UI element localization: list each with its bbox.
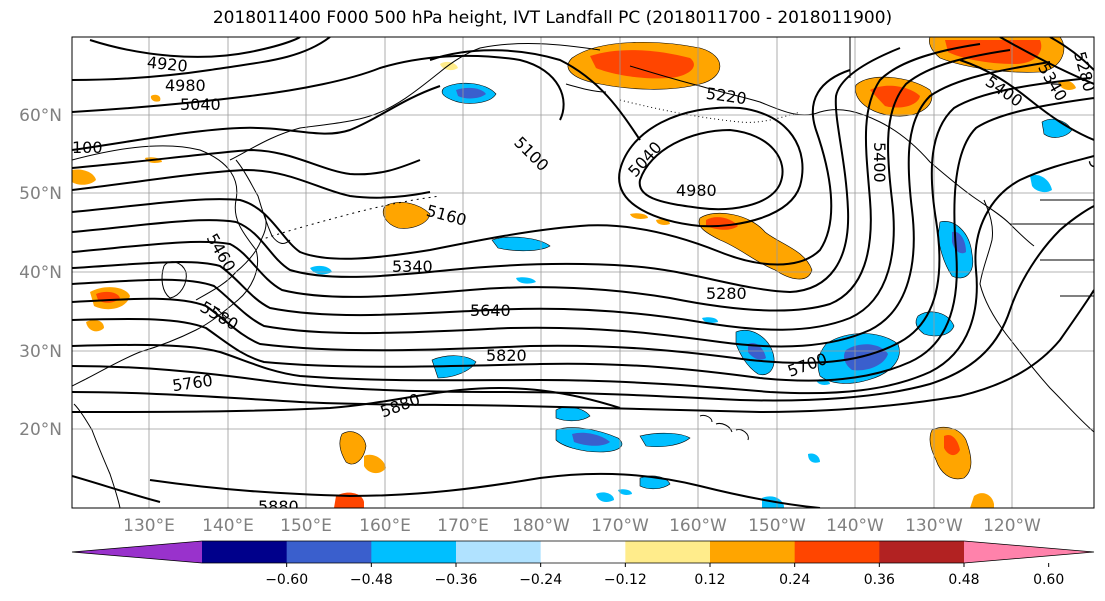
colorbar-tick-label: −0.36 — [435, 572, 478, 588]
colorbar-tick-label: −0.12 — [604, 572, 647, 588]
colorbar-segment — [371, 541, 457, 563]
colorbar-segment — [879, 541, 965, 563]
colorbar-segment — [625, 541, 711, 563]
colorbar-tick-label: 0.24 — [779, 572, 810, 588]
colorbar-tick-label: 0.36 — [864, 572, 895, 588]
colorbar-tick-label: −0.24 — [519, 572, 562, 588]
lat-label: 30°N — [19, 342, 62, 362]
colorbar-segment — [710, 541, 796, 563]
colorbar-extend-max — [964, 541, 1094, 563]
contour-label: 5040 — [180, 95, 221, 114]
graticule — [72, 37, 1094, 508]
contour-label: 4980 — [165, 76, 206, 95]
colorbar-segment — [456, 541, 542, 563]
lon-label: 180°W — [512, 516, 570, 536]
lat-label: 20°N — [19, 420, 62, 440]
lon-label: 170°E — [437, 516, 489, 536]
lon-label: 160°E — [359, 516, 411, 536]
colorbar-segment — [540, 541, 626, 563]
longitude-labels: 130°E 140°E 150°E 160°E 170°E 180°W 170°… — [123, 516, 1041, 536]
lon-label: 120°W — [983, 516, 1041, 536]
colorbar-tick-label: 0.60 — [1033, 572, 1064, 588]
colorbar-tick-label: −0.60 — [265, 572, 308, 588]
colorbar-tick-labels: −0.60 −0.48 −0.36 −0.24 −0.12 0.12 0.24 0.36 0.4… — [265, 563, 1064, 588]
lon-label: 140°E — [202, 516, 254, 536]
contour-label: 5 — [1084, 153, 1105, 171]
latitude-labels: 60°N 50°N 40°N 30°N 20°N — [19, 106, 62, 440]
lon-label: 150°E — [280, 516, 332, 536]
contour-label: 100 — [72, 138, 103, 157]
contour-label: 5820 — [486, 346, 527, 365]
colorbar — [71, 540, 1095, 564]
lat-label: 50°N — [19, 184, 62, 204]
colorbar-outline — [71, 540, 1095, 564]
colorbar-segment — [202, 541, 288, 563]
colorbar-segment — [794, 541, 880, 563]
lon-label: 130°W — [905, 516, 963, 536]
coastlines — [72, 37, 1094, 508]
lon-label: 140°W — [826, 516, 884, 536]
colorbar-extend-min — [72, 541, 202, 563]
contour-label: 5880 — [258, 497, 299, 516]
contour-label: 5400 — [870, 142, 889, 183]
colorbar-tick-label: 0.12 — [694, 572, 725, 588]
colorbar-tick-label: −0.48 — [350, 572, 393, 588]
lat-label: 40°N — [19, 263, 62, 283]
lon-label: 170°W — [591, 516, 649, 536]
contour-label: 4920 — [146, 53, 188, 76]
lat-label: 60°N — [19, 106, 62, 126]
height-contours — [72, 37, 1094, 508]
lon-label: 150°W — [748, 516, 806, 536]
map-frame — [71, 36, 1095, 509]
contour-label: 5340 — [392, 257, 433, 276]
contour-label: 4980 — [676, 181, 717, 200]
colorbar-tick-label: 0.48 — [948, 572, 979, 588]
contour-label: 5280 — [706, 284, 747, 303]
lon-label: 160°W — [669, 516, 727, 536]
map-title: 2018011400 F000 500 hPa height, IVT Land… — [212, 8, 893, 28]
contour-label: 5640 — [470, 301, 511, 320]
colorbar-segment — [286, 541, 372, 563]
lon-label: 130°E — [123, 516, 175, 536]
